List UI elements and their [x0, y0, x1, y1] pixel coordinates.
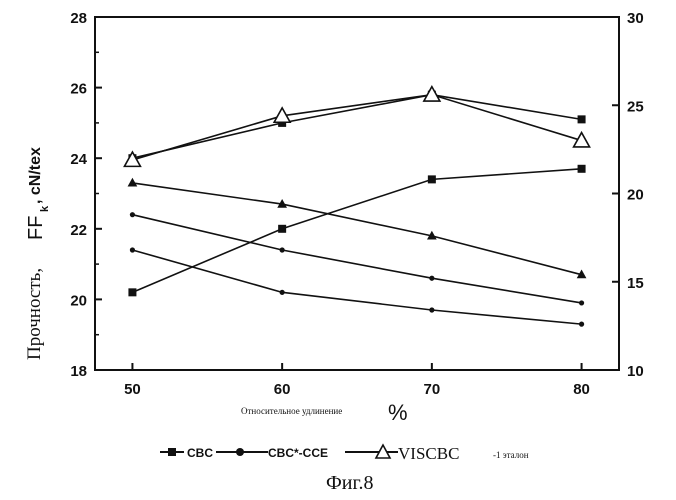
data-point-square	[278, 225, 286, 233]
data-point-triangle	[578, 271, 585, 277]
data-point-dot	[280, 290, 285, 295]
data-point-triangle	[124, 152, 140, 166]
x-tick-label: 60	[274, 381, 291, 398]
y-right-tick-label: 10	[627, 363, 644, 380]
data-point-triangle	[424, 87, 440, 101]
legend-label-viscbc: VISCBC	[398, 444, 459, 463]
y-axis-label-unit: , cN/tex	[27, 147, 44, 204]
data-point-triangle	[574, 133, 590, 147]
y-axis-label-ff-sub: k	[39, 205, 51, 212]
y-left-tick-label: 24	[70, 151, 87, 168]
y-axis-label-ff: FF	[25, 216, 47, 240]
series-line-3	[132, 215, 581, 303]
legend-label-cbc-cce: CBC*-CCE	[268, 446, 328, 460]
data-point-dot	[429, 276, 434, 281]
x-axis-label-text: Относительное удлинение	[241, 406, 342, 416]
y-right-tick-label: 20	[627, 187, 644, 204]
chart-svg: 50 60 70 80 18 20 22 24 26 28 10 15 20 25 30 Прочность…	[0, 0, 676, 500]
y-left-tick-label: 22	[70, 222, 87, 239]
series-line-6	[132, 95, 581, 160]
series-line-5	[132, 183, 581, 275]
y-axis-label: Прочность, FF k , cN/tex	[24, 147, 51, 360]
data-point-dot	[579, 300, 584, 305]
data-point-dot	[429, 307, 434, 312]
x-axis-label-unit: %	[388, 400, 408, 425]
data-point-triangle	[129, 179, 136, 185]
y-left-tick-label: 20	[70, 292, 87, 309]
legend-marker-cbc	[168, 448, 176, 456]
data-point-square	[578, 165, 586, 173]
y-left-tick-label: 26	[70, 81, 87, 98]
y-right-tick-label: 15	[627, 275, 644, 292]
data-point-triangle	[279, 201, 286, 207]
y-left-tick-label: 18	[70, 363, 87, 380]
y-axis-label-text: Прочность,	[24, 268, 45, 360]
data-point-square	[128, 288, 136, 296]
x-tick-label: 80	[573, 381, 590, 398]
plot-frame	[95, 17, 619, 370]
legend-label-cbc: CBC	[187, 446, 213, 460]
y-right-tick-label: 25	[627, 98, 644, 115]
data-point-dot	[280, 247, 285, 252]
x-tick-label: 50	[124, 381, 141, 398]
data-point-dot	[579, 322, 584, 327]
data-point-square	[578, 115, 586, 123]
legend: CBC CBC*-CCE VISCBC -1 эталон	[160, 444, 529, 463]
y-left-tick-label: 28	[70, 10, 87, 27]
legend-label-viscbc-suffix: -1 эталон	[493, 450, 529, 460]
legend-marker-cbc-cce	[236, 448, 244, 456]
figure-caption: Фиг.8	[326, 472, 373, 494]
series-layer	[124, 87, 589, 327]
y-right-tick-label: 30	[627, 10, 644, 27]
series-line-4	[132, 250, 581, 324]
data-point-triangle	[428, 232, 435, 238]
data-point-dot	[130, 247, 135, 252]
data-point-dot	[130, 212, 135, 217]
series-line-2	[132, 95, 581, 159]
data-point-square	[428, 175, 436, 183]
x-tick-label: 70	[424, 381, 441, 398]
